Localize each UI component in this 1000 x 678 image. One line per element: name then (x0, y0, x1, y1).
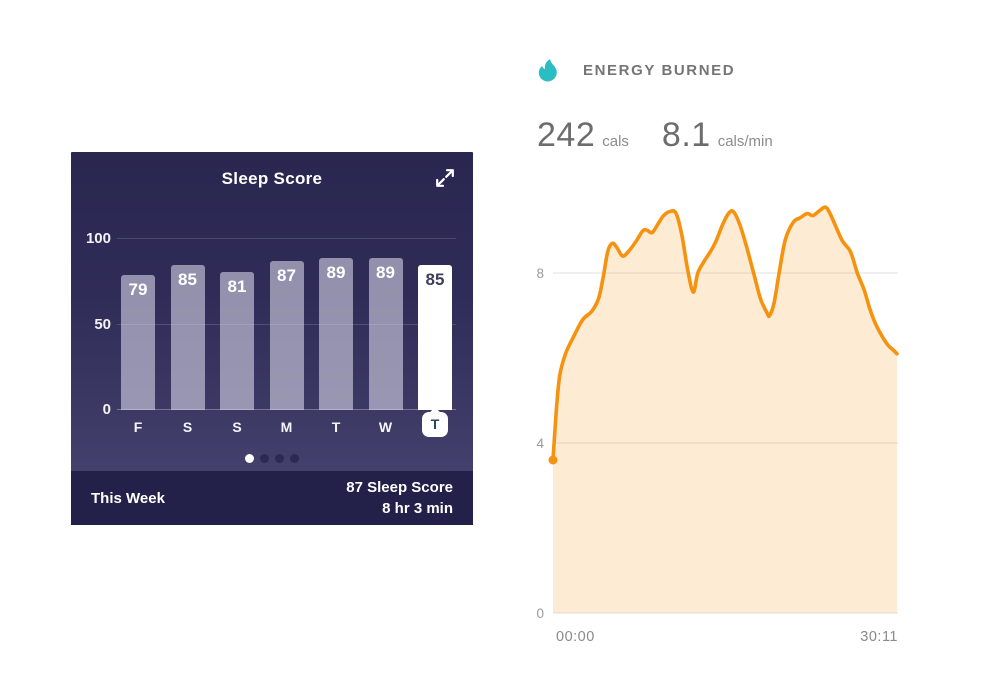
total-cals-value: 242 (537, 116, 596, 154)
energy-xtick-end: 30:11 (860, 629, 898, 645)
pagination-dot-3[interactable] (290, 454, 299, 463)
flame-icon (538, 59, 557, 82)
day-label-2: S (232, 419, 242, 435)
pagination-dot-1[interactable] (260, 454, 269, 463)
today-badge: T (422, 412, 448, 437)
day-label-0: F (133, 419, 143, 435)
energy-ytick-8: 8 (536, 266, 544, 281)
sleep-bar-T-85[interactable]: 85 (418, 264, 452, 410)
sleep-bar-value: 79 (128, 279, 148, 299)
sleep-score-card: Sleep Score 0 50 100 79 85 81 87 89 89 85 F S S M T W T… (71, 152, 473, 525)
energy-xtick-start: 00:00 (556, 629, 595, 645)
day-label-5: W (378, 419, 393, 435)
sleep-card-footer: This Week 87 Sleep Score 8 hr 3 min (71, 471, 473, 525)
day-label-4: T (331, 419, 341, 435)
sleep-card-title: Sleep Score (221, 169, 323, 188)
sleep-ytick-100: 100 (85, 230, 111, 247)
sleep-bar-value: 89 (376, 262, 395, 282)
energy-area-fill (553, 207, 897, 614)
total-cals-unit: cals (602, 133, 629, 150)
sleep-summary: 87 Sleep Score 8 hr 3 min (346, 477, 453, 519)
sleep-bar-value: 87 (277, 266, 296, 286)
sleep-bar-S-81[interactable]: 81 (220, 271, 254, 410)
sleep-bar-T-89[interactable]: 89 (319, 257, 353, 410)
sleep-bar-M-87[interactable]: 87 (269, 261, 304, 410)
sleep-bar-S-85[interactable]: 85 (170, 264, 205, 410)
energy-ytick-0: 0 (536, 606, 544, 621)
rate-value: 8.1 (661, 116, 711, 154)
energy-start-dot (548, 455, 558, 465)
period-label: This Week (91, 489, 165, 507)
energy-stats: 242 cals 8.1 cals/min (537, 116, 773, 155)
energy-line-chart: 0 4 8 00:00 30:11 (536, 205, 899, 645)
sleep-bar-value: 81 (227, 276, 247, 296)
sleep-bar-W-89[interactable]: 89 (368, 257, 403, 410)
sleep-ytick-50: 50 (94, 315, 111, 333)
energy-line (551, 205, 899, 462)
sleep-score-summary: 87 Sleep Score (346, 479, 453, 496)
sleep-bar-value: 85 (425, 269, 445, 289)
energy-ytick-4: 4 (536, 436, 544, 451)
pagination-dot-2[interactable] (275, 454, 284, 463)
expand-arrows-icon (436, 169, 454, 187)
day-label-6: T (418, 412, 452, 438)
energy-header: ENERGY BURNED (536, 58, 735, 83)
rate-unit: cals/min (717, 133, 773, 150)
day-label-1: S (182, 419, 193, 435)
sleep-gridline-100 (117, 238, 456, 239)
pagination-dots[interactable] (71, 454, 473, 463)
sleep-bar-F-79[interactable]: 79 (121, 274, 155, 410)
sleep-ytick-0: 0 (102, 401, 111, 418)
sleep-bar-value: 89 (326, 262, 346, 282)
energy-title: ENERGY BURNED (583, 62, 736, 79)
pagination-dot-0[interactable] (245, 454, 254, 463)
sleep-duration: 8 hr 3 min (382, 500, 453, 517)
day-label-3: M (280, 419, 293, 435)
sleep-bar-value: 85 (178, 269, 197, 289)
expand-icon[interactable] (432, 166, 458, 192)
sleep-bar-chart: 0 50 100 79 85 81 87 89 89 85 (86, 230, 456, 418)
